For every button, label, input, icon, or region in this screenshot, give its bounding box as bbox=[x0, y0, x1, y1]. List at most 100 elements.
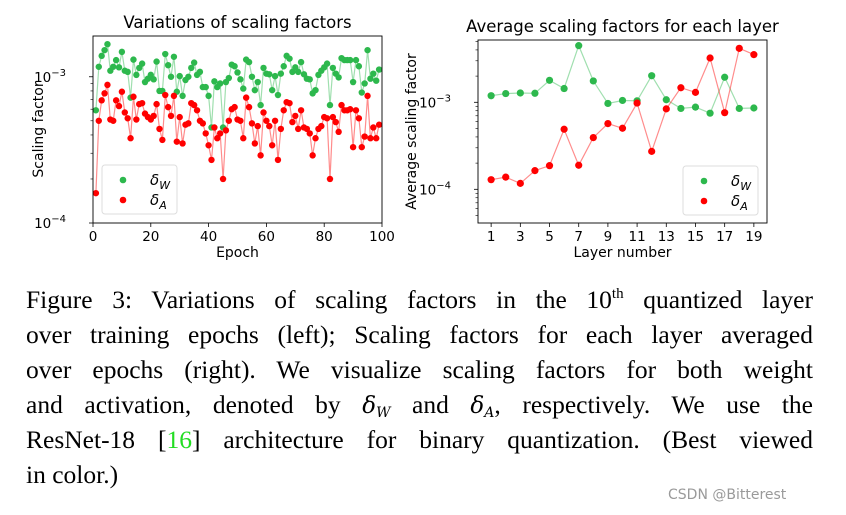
data-point-a bbox=[531, 167, 539, 175]
data-point-a bbox=[358, 143, 365, 151]
data-point-a bbox=[159, 136, 166, 144]
data-point-a bbox=[118, 88, 126, 95]
data-point-a bbox=[364, 92, 371, 100]
data-point-w bbox=[750, 104, 758, 112]
data-point-a bbox=[361, 133, 368, 140]
data-point-a bbox=[648, 147, 656, 155]
data-point-w bbox=[138, 60, 146, 67]
y-tick-base: 10 bbox=[34, 216, 51, 232]
x-tick-label: 20 bbox=[142, 229, 159, 245]
data-point-a bbox=[560, 125, 568, 133]
caption-line-6: in color.) bbox=[26, 460, 119, 489]
x-tick-label: 100 bbox=[369, 229, 395, 245]
data-point-a bbox=[289, 118, 296, 126]
caption-line-1: Figure 3: Variations of scaling factors … bbox=[26, 285, 813, 315]
data-point-a bbox=[706, 54, 714, 62]
data-point-a bbox=[251, 140, 259, 147]
data-point-w bbox=[575, 42, 583, 50]
legend-symbol: δ bbox=[150, 171, 159, 189]
data-point-a bbox=[121, 109, 128, 116]
data-point-w bbox=[271, 72, 279, 80]
data-point-w bbox=[124, 68, 131, 76]
data-point-w bbox=[260, 64, 267, 72]
data-point-a bbox=[286, 99, 293, 107]
y-tick-exponent: −4 bbox=[51, 214, 66, 225]
data-point-w bbox=[266, 71, 273, 78]
data-point-a bbox=[502, 173, 510, 181]
citation-link[interactable]: 16 bbox=[166, 425, 192, 454]
legend-marker-w bbox=[119, 176, 127, 184]
data-point-a bbox=[487, 176, 495, 184]
data-point-a bbox=[225, 117, 233, 124]
axes-frame bbox=[92, 35, 383, 224]
data-point-w bbox=[589, 77, 597, 85]
caption-text: ] architecture for binary quantization. … bbox=[191, 425, 813, 454]
chart-title: Variations of scaling factors bbox=[123, 13, 351, 32]
y-axis-label: Average scaling factor bbox=[404, 53, 420, 210]
data-point-a bbox=[208, 156, 215, 164]
data-point-a bbox=[242, 94, 250, 101]
data-point-w bbox=[706, 109, 714, 117]
x-tick-label: 3 bbox=[516, 229, 525, 245]
data-point-a bbox=[338, 101, 345, 109]
data-point-w bbox=[516, 89, 524, 97]
data-point-a bbox=[112, 97, 120, 104]
x-tick-label: 9 bbox=[604, 229, 613, 245]
data-point-w bbox=[487, 92, 495, 100]
data-point-w bbox=[618, 96, 627, 105]
legend-symbol: δ bbox=[731, 172, 740, 190]
data-point-a bbox=[323, 115, 331, 122]
data-point-a bbox=[604, 120, 612, 128]
data-point-a bbox=[297, 107, 305, 114]
legend-subscript: A bbox=[739, 200, 748, 213]
data-point-a bbox=[162, 91, 169, 99]
y-tick-base: 10 bbox=[419, 95, 436, 111]
data-point-a bbox=[104, 81, 111, 89]
x-tick-label: 1 bbox=[487, 229, 496, 245]
data-point-w bbox=[179, 92, 186, 100]
caption-text: and bbox=[390, 390, 471, 419]
data-point-a bbox=[202, 130, 209, 137]
data-point-w bbox=[280, 63, 287, 70]
legend-subscript: A bbox=[158, 199, 167, 212]
data-point-a bbox=[367, 135, 374, 142]
data-point-w bbox=[98, 52, 105, 60]
data-point-w bbox=[297, 58, 305, 66]
data-point-w bbox=[240, 85, 247, 92]
x-axis-label: Epoch bbox=[216, 245, 259, 261]
data-point-w bbox=[292, 64, 299, 71]
data-point-w bbox=[205, 92, 212, 100]
data-point-w bbox=[248, 73, 256, 80]
y-tick-label: 10−4 bbox=[419, 180, 451, 198]
data-point-w bbox=[662, 96, 670, 104]
data-point-w bbox=[326, 101, 334, 109]
data-point-w bbox=[312, 86, 319, 94]
data-point-a bbox=[268, 142, 276, 149]
x-tick-label: 40 bbox=[200, 229, 217, 245]
data-point-w bbox=[289, 68, 296, 76]
data-point-a bbox=[193, 107, 201, 114]
data-point-w bbox=[286, 55, 293, 62]
data-point-w bbox=[104, 40, 111, 48]
data-point-a bbox=[352, 107, 360, 114]
data-point-a bbox=[164, 103, 172, 111]
data-point-w bbox=[234, 69, 241, 76]
x-tick-label: 80 bbox=[316, 229, 333, 245]
data-point-a bbox=[355, 115, 363, 122]
data-point-w bbox=[164, 61, 172, 69]
data-point-a bbox=[245, 103, 253, 111]
data-point-w bbox=[335, 74, 342, 81]
y-tick-label: 10−3 bbox=[419, 93, 451, 111]
data-point-a bbox=[292, 112, 299, 120]
data-point-w bbox=[352, 56, 360, 64]
data-point-w bbox=[358, 89, 365, 96]
data-point-w bbox=[531, 89, 539, 97]
data-point-w bbox=[691, 103, 700, 111]
data-point-w bbox=[112, 56, 120, 64]
x-tick-label: 17 bbox=[716, 229, 733, 245]
x-tick-label: 15 bbox=[687, 229, 704, 245]
data-point-w bbox=[176, 72, 183, 80]
data-point-w bbox=[268, 86, 276, 94]
caption-text: Figure 3: Variations of scaling factors … bbox=[26, 285, 612, 314]
